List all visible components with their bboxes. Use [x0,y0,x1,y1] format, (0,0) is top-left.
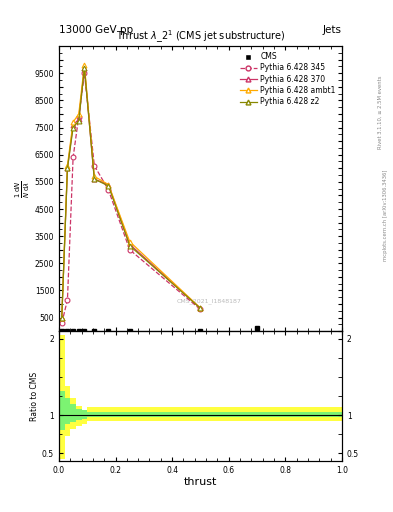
Y-axis label: $\frac{1}{N}\frac{\mathrm{d}N}{\mathrm{d}\lambda}$: $\frac{1}{N}\frac{\mathrm{d}N}{\mathrm{d… [14,180,32,198]
Text: Rivet 3.1.10, ≥ 2.5M events: Rivet 3.1.10, ≥ 2.5M events [378,76,383,150]
Text: mcplots.cern.ch [arXiv:1306.3436]: mcplots.cern.ch [arXiv:1306.3436] [384,169,388,261]
X-axis label: thrust: thrust [184,477,217,487]
Text: CMS_2021_I1848187: CMS_2021_I1848187 [176,298,241,304]
Text: Jets: Jets [323,25,342,35]
Text: 13000 GeV pp: 13000 GeV pp [59,25,133,35]
Y-axis label: Ratio to CMS: Ratio to CMS [30,371,39,420]
Legend: CMS, Pythia 6.428 345, Pythia 6.428 370, Pythia 6.428 ambt1, Pythia 6.428 z2: CMS, Pythia 6.428 345, Pythia 6.428 370,… [237,50,338,109]
Title: Thrust $\lambda$_2$^1$ (CMS jet substructure): Thrust $\lambda$_2$^1$ (CMS jet substruc… [116,29,285,46]
